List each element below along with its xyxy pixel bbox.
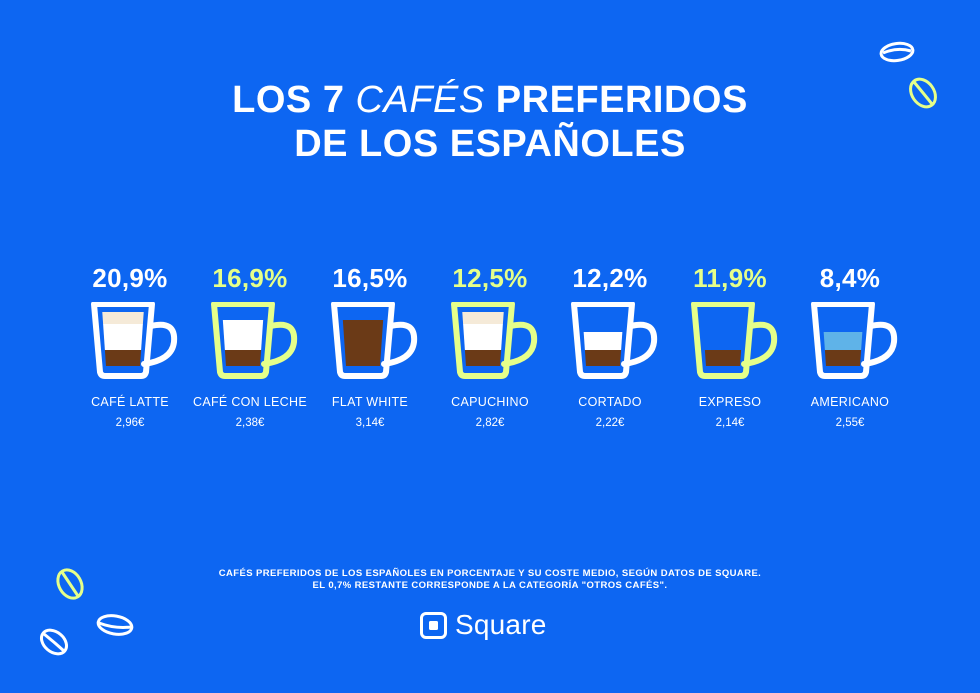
footnote: CAFÉS PREFERIDOS DE LOS ESPAÑOLES EN POR…: [0, 568, 980, 592]
milk-layer: [102, 324, 144, 350]
footnote-line-1: CAFÉS PREFERIDOS DE LOS ESPAÑOLES EN POR…: [218, 568, 762, 579]
coffee-cup-icon: [691, 302, 778, 379]
coffee-item: 16,9% CAFÉ CON LECHE 2,38€: [192, 262, 308, 442]
coffee-price: 2,14€: [715, 417, 745, 429]
coffee-percent: 8,4%: [819, 263, 881, 293]
foam-layer: [102, 312, 144, 324]
coffee-price: 2,22€: [595, 417, 625, 429]
title-script-word: CAFÉS: [355, 79, 485, 121]
title-line-2: DE LOS ESPAÑOLES: [294, 123, 686, 165]
foam-layer: [462, 312, 504, 324]
coffee-bean-icon: [879, 41, 915, 63]
coffee-percent: 16,9%: [212, 263, 288, 293]
coffee-name: AMERICANO: [810, 395, 890, 409]
coffee-price: 2,38€: [235, 417, 265, 429]
coffee-layer: [222, 350, 264, 366]
coffee-item: 16,5% FLAT WHITE 3,14€: [312, 262, 428, 442]
coffee-price: 2,82€: [475, 417, 505, 429]
coffee-layer: [342, 320, 384, 366]
coffee-bean-icon: [96, 614, 134, 636]
coffee-name: EXPRESO: [698, 395, 762, 409]
coffee-name: FLAT WHITE: [331, 395, 409, 409]
milk-layer: [222, 320, 264, 350]
coffee-percent: 11,9%: [693, 263, 767, 293]
coffee-layer: [102, 350, 144, 366]
coffee-item: 11,9% EXPRESO 2,14€: [672, 262, 788, 442]
coffee-cup-icon: [451, 302, 538, 379]
coffee-layer: [822, 350, 864, 366]
coffee-price: 3,14€: [355, 417, 385, 429]
coffee-bean-icon: [909, 77, 937, 109]
footnote-line-2: EL 0,7% RESTANTE CORRESPONDE A LA CATEGO…: [312, 580, 668, 591]
coffee-price: 2,55€: [835, 417, 865, 429]
milk-layer: [582, 332, 624, 350]
coffee-layer: [702, 350, 744, 366]
brand-logo: Square: [420, 609, 547, 641]
coffee-name: CORTADO: [578, 395, 642, 409]
coffee-percent: 16,5%: [332, 263, 408, 293]
page-title: LOS 7 CAFÉS PREFERIDOS DE LOS ESPAÑOLES: [0, 78, 980, 166]
coffee-layer: [582, 350, 624, 366]
water-layer: [822, 332, 864, 350]
coffee-bean-icon: [39, 628, 69, 656]
coffee-name: CAPUCHINO: [451, 395, 529, 409]
coffee-percent: 12,5%: [452, 263, 528, 293]
coffee-list: 20,9% CAFÉ LATTE 2,96€ 16,9% CAFÉ CON LECHE 2…: [72, 262, 908, 442]
coffee-cup-icon: [91, 302, 178, 379]
milk-layer: [462, 324, 504, 350]
square-logo-icon: [420, 611, 447, 639]
coffee-cup-icon: [571, 302, 658, 379]
coffee-percent: 12,2%: [572, 263, 648, 293]
coffee-cup-icon: [211, 302, 298, 379]
coffee-bean-icon: [56, 568, 84, 600]
brand-name: Square: [455, 609, 547, 640]
coffee-cup-icon: [331, 302, 418, 379]
title-part-2: PREFERIDOS: [495, 79, 748, 121]
coffee-price: 2,96€: [115, 417, 145, 429]
coffee-name: CAFÉ CON LECHE: [193, 395, 307, 409]
coffee-item: 8,4% AMERICANO 2,55€: [792, 262, 908, 442]
coffee-name: CAFÉ LATTE: [91, 395, 169, 409]
coffee-item: 12,5% CAPUCHINO 2,82€: [432, 262, 548, 442]
title-part-1: LOS 7: [232, 79, 345, 121]
coffee-layer: [462, 350, 504, 366]
coffee-cup-icon: [811, 302, 898, 379]
coffee-item: 12,2% CORTADO 2,22€: [552, 262, 668, 442]
coffee-percent: 20,9%: [92, 263, 168, 293]
coffee-item: 20,9% CAFÉ LATTE 2,96€: [72, 262, 188, 442]
